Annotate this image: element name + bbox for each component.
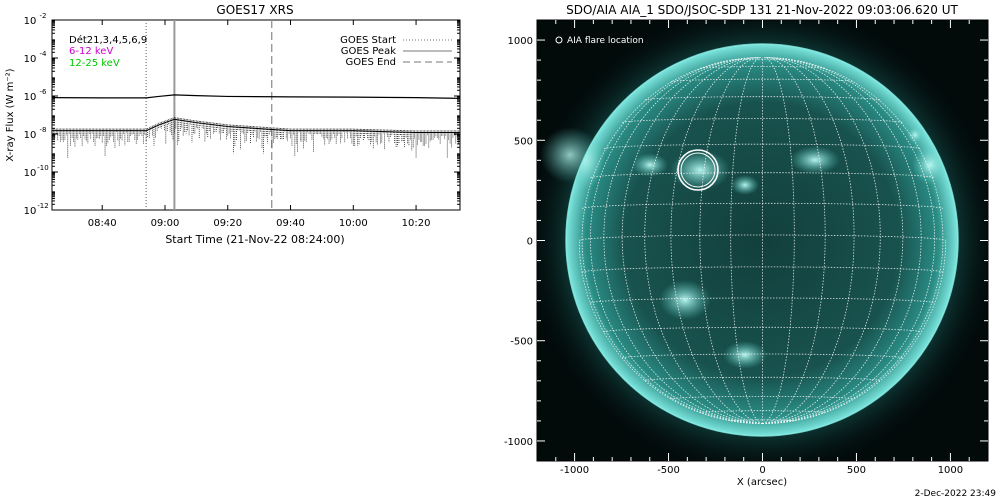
y-tick-label: 10 — [24, 16, 37, 27]
y-tick-label: 10 — [24, 168, 37, 179]
aia-x-tick-label: 500 — [847, 465, 866, 476]
y-tick-exponent: -8 — [40, 126, 47, 134]
aia-x-tick-label: -500 — [657, 465, 680, 476]
active-region-blob — [731, 175, 759, 195]
active-region-blob — [907, 127, 923, 143]
aia-y-tick-label: -500 — [510, 337, 533, 348]
solar-limb — [565, 43, 959, 437]
aia-x-tick-label: 0 — [759, 465, 765, 476]
longitude-line — [762, 57, 922, 424]
x-tick-label: 10:00 — [339, 218, 368, 229]
y-tick-exponent: -4 — [40, 50, 48, 58]
longitude-line — [699, 56, 763, 424]
aia-x-tick-label: 1000 — [938, 465, 963, 476]
aia-y-tick-label: 1000 — [508, 36, 533, 47]
aia-image: AIA flare location — [537, 20, 988, 461]
aia-x-tick-label: -1000 — [560, 465, 589, 476]
goes-xrs-panel: GOES17 XRS 08:40 09:00 09:20 09:40 10:00 10:2… — [5, 3, 461, 246]
longitude-line — [621, 57, 763, 424]
longitude-line — [762, 57, 904, 424]
aia-y-tick-label: -1000 — [504, 437, 533, 448]
aia-axes: -1000 -500 0 500 1000 -1000 -500 0 500 1000 — [504, 20, 988, 476]
goes-x-axis: 08:40 09:00 09:20 09:40 10:00 10:20 — [88, 20, 431, 229]
aia-y-tick-label: 0 — [527, 237, 533, 248]
latitude-line — [671, 78, 854, 83]
series-line — [51, 94, 461, 99]
y-tick-exponent: -2 — [40, 12, 47, 20]
heliographic-grid — [578, 56, 947, 424]
active-region-blob — [632, 153, 668, 177]
longitude-line — [762, 56, 855, 424]
x-tick-label: 10:20 — [402, 218, 431, 229]
aia-panel: SDO/AIA AIA_1 SDO/JSOC-SDP 131 21-Nov-20… — [504, 3, 989, 488]
y-tick-label: 10 — [24, 92, 37, 103]
flare-legend-label: AIA flare location — [567, 36, 644, 46]
flare-location-marker-inner — [680, 152, 716, 188]
active-region-blob — [670, 150, 730, 190]
legend-goes-start-label: GOES Start — [340, 35, 396, 46]
active-region-blob — [723, 341, 767, 369]
longitude-line — [589, 58, 763, 424]
longitude-line — [603, 57, 763, 424]
aia-image-title: SDO/AIA AIA_1 SDO/JSOC-SDP 131 21-Nov-20… — [566, 3, 958, 17]
longitude-line — [762, 60, 944, 424]
active-region-blob — [790, 146, 840, 174]
goes-legend: GOES Start GOES Peak GOES End — [340, 35, 452, 68]
latitude-line — [590, 297, 935, 304]
flare-legend-icon — [555, 36, 563, 44]
x-tick-label: 09:00 — [151, 218, 180, 229]
longitude-line — [670, 56, 763, 424]
channel-6-12-label: 6-12 keV — [69, 46, 113, 57]
goes-x-axis-label: Start Time (21-Nov-22 08:24:00) — [165, 233, 344, 246]
aia-x-axis-label: X (arcsec) — [737, 477, 787, 488]
longitude-line — [762, 56, 826, 424]
goes-y-axis-label: X-ray Flux (W m⁻²) — [5, 68, 16, 161]
active-region-blob — [659, 280, 711, 320]
goes-data-layer — [51, 20, 461, 210]
generation-timestamp: 2-Dec-2022 23:49 — [915, 489, 997, 499]
longitude-line — [730, 56, 763, 424]
goes-plot-frame — [51, 19, 461, 211]
x-tick-label: 09:20 — [213, 218, 242, 229]
longitude-line — [762, 56, 881, 424]
longitude-line — [762, 58, 936, 424]
latitude-line — [603, 143, 922, 150]
legend-goes-peak-label: GOES Peak — [341, 46, 396, 57]
longitude-line — [644, 56, 763, 424]
goes-chart-title: GOES17 XRS — [216, 3, 293, 17]
y-tick-label: 10 — [24, 54, 37, 65]
latitude-line — [699, 410, 826, 413]
y-tick-label: 10 — [24, 206, 37, 217]
legend-goes-end-label: GOES End — [346, 57, 396, 68]
y-tick-exponent: -6 — [40, 88, 48, 96]
y-tick-exponent: -12 — [37, 202, 48, 210]
y-tick-exponent: -10 — [37, 164, 48, 172]
longitude-line — [581, 60, 763, 424]
longitude-line — [762, 56, 795, 424]
flare-location-marker — [677, 149, 719, 191]
x-tick-label: 09:40 — [276, 218, 305, 229]
detector-label: Dét21,3,4,5,6,9 — [69, 34, 147, 46]
y-tick-label: 10 — [24, 130, 37, 141]
limb-brightening — [540, 127, 600, 183]
latitude-line — [644, 96, 881, 101]
aia-y-tick-label: 500 — [514, 136, 533, 147]
channel-12-25-label: 12-25 keV — [69, 58, 120, 69]
solar-disk — [566, 44, 958, 436]
latitude-line — [590, 172, 935, 179]
x-tick-label: 08:40 — [88, 218, 117, 229]
